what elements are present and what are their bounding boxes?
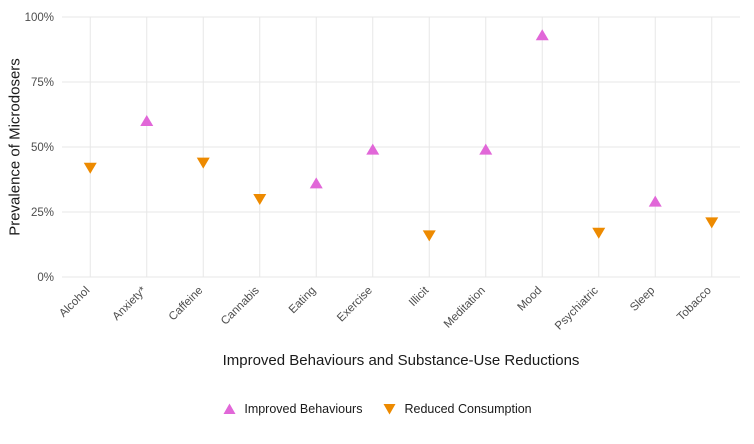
y-tick-label: 0%: [37, 272, 54, 284]
data-point: [253, 194, 267, 205]
legend-item-improved-behaviours: Improved Behaviours: [222, 402, 362, 416]
triangle-up-icon: [223, 403, 236, 414]
legend-item-reduced-consumption: Reduced Consumption: [382, 402, 532, 416]
data-point: [196, 157, 210, 169]
data-point: [366, 143, 380, 155]
x-tick-label: Sleep: [628, 285, 657, 314]
data-point: [592, 227, 606, 239]
triangle-down-icon: [383, 404, 396, 415]
x-tick-label: Tobacco: [675, 285, 714, 324]
data-point: [83, 162, 97, 174]
legend-label-reduced-consumption: Reduced Consumption: [404, 402, 532, 416]
data-point: [705, 217, 719, 229]
x-tick-label: Meditation: [442, 285, 488, 331]
x-tick-label: Eating: [287, 285, 319, 317]
data-point: [648, 195, 662, 207]
y-tick-label: 50%: [31, 142, 54, 154]
x-tick-label: Exercise: [335, 285, 375, 325]
y-tick-label: 25%: [31, 207, 54, 219]
data-point: [309, 177, 323, 189]
legend: Improved Behaviours Reduced Consumption: [0, 402, 754, 416]
x-tick-label: Alcohol: [57, 285, 92, 320]
x-tick-label: Cannabis: [219, 284, 262, 327]
x-tick-label: Psychiatric: [553, 284, 601, 332]
x-tick-label: Anxiety*: [111, 284, 150, 323]
y-tick-label: 100%: [25, 12, 54, 24]
plot-area: 0% 25% 50% 75% 100% Alcohol Anxiety* Caffeine Ca…: [25, 12, 740, 332]
data-point: [140, 115, 154, 126]
x-tick-label: Caffeine: [167, 285, 206, 324]
x-tick-label: Illicit: [407, 284, 432, 309]
data-point: [422, 230, 436, 242]
data-point: [535, 29, 549, 41]
x-axis-title: Improved Behaviours and Substance-Use Re…: [222, 352, 580, 369]
x-tick-label: Mood: [516, 285, 545, 314]
y-tick-label: 75%: [31, 77, 54, 89]
data-point: [479, 143, 493, 155]
legend-label-improved-behaviours: Improved Behaviours: [244, 402, 363, 416]
